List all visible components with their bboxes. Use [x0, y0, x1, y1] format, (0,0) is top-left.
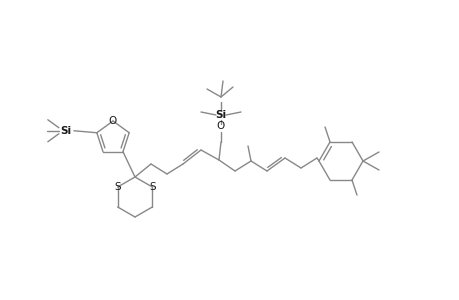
Text: S: S [114, 182, 121, 192]
Text: O: O [109, 116, 117, 126]
Text: O: O [216, 121, 224, 131]
Text: Si: Si [215, 110, 226, 120]
Text: Si: Si [60, 126, 71, 136]
Text: S: S [149, 182, 155, 192]
